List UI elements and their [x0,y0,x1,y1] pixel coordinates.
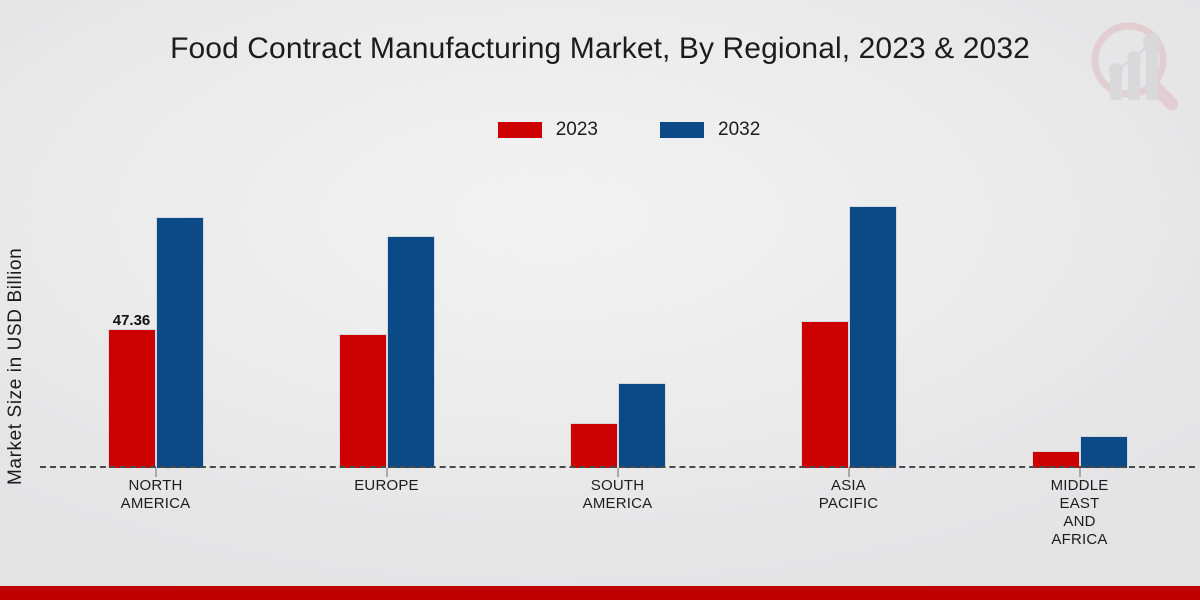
bar-pair: 47.36 [107,217,204,468]
bar-2023-north-america[interactable]: 47.36 [107,312,156,468]
x-axis-tick [848,468,849,477]
plot-area: 47.36 [40,170,1195,477]
bar-pair [569,383,666,468]
x-axis-tick [386,468,387,477]
bar-2032-south-america[interactable] [617,383,666,468]
x-axis-label-south-america: SOUTH AMERICA [502,477,733,549]
x-axis-label-line: PACIFIC [818,495,879,512]
x-axis-label-line: SOUTH [590,477,645,494]
x-axis-label-line: MIDDLE [1050,477,1109,494]
footer-stripe [0,586,1200,600]
bar-group: 47.36 [40,170,271,477]
x-axis-label-europe: EUROPE [271,477,502,549]
legend-item-2032[interactable]: 2032 [660,119,760,141]
x-axis-label-line: NORTH [128,477,183,494]
bar-pair [338,236,435,468]
x-axis-label-north-america: NORTH AMERICA [40,477,271,549]
x-axis-tick [1079,468,1080,477]
bar-group [271,170,502,477]
bar-group [733,170,964,477]
legend-swatch-2023 [497,122,542,138]
bar-2032-asia-pacific[interactable] [848,206,897,468]
x-axis-label-line: EUROPE [354,477,419,494]
x-axis-tick [617,468,618,477]
x-axis-tick [155,468,156,477]
bar-2023-middle-east-and-africa[interactable] [1031,451,1080,468]
x-axis-label-line: AFRICA [1051,531,1108,548]
x-axis-label-line: EAST [1059,495,1100,512]
legend-label-2032: 2032 [718,119,761,140]
bar-2032-middle-east-and-africa[interactable] [1079,436,1128,468]
x-axis-label-line: ASIA [831,477,866,494]
legend-item-2023[interactable]: 2023 [497,119,598,141]
bar-pair [1031,436,1128,468]
y-axis-title: Market Size in USD Billion [5,247,26,485]
bar-pair [800,206,897,468]
legend-label-2023: 2023 [555,119,598,140]
bar-group [502,170,733,477]
bar-groups: 47.36 [40,170,1195,477]
bar-2032-europe[interactable] [386,236,435,468]
bar-2023-south-america[interactable] [569,422,618,468]
legend-swatch-2032 [660,122,704,138]
x-axis-label-line: AND [1063,513,1096,530]
bar-value-label: 47.36 [112,311,151,329]
chart-title: Food Contract Manufacturing Market, By R… [170,32,1030,65]
x-axis-label-line: AMERICA [120,495,191,512]
bar-2032-north-america[interactable] [155,217,204,468]
x-axis-labels: NORTH AMERICA EUROPE SOUTH AMERICA ASIA PACIFI… [40,477,1195,549]
x-axis-label-asia-pacific: ASIA PACIFIC [733,477,964,549]
bar-group [964,170,1195,477]
bar-2023-asia-pacific[interactable] [800,321,849,468]
bar-2023-europe[interactable] [338,333,387,468]
x-axis-baseline [40,466,1195,468]
x-axis-label-line: AMERICA [582,495,653,512]
x-axis-label-middle-east-and-africa: MIDDLE EAST AND AFRICA [964,477,1195,549]
chart-legend: 2023 2032 [0,119,1200,141]
